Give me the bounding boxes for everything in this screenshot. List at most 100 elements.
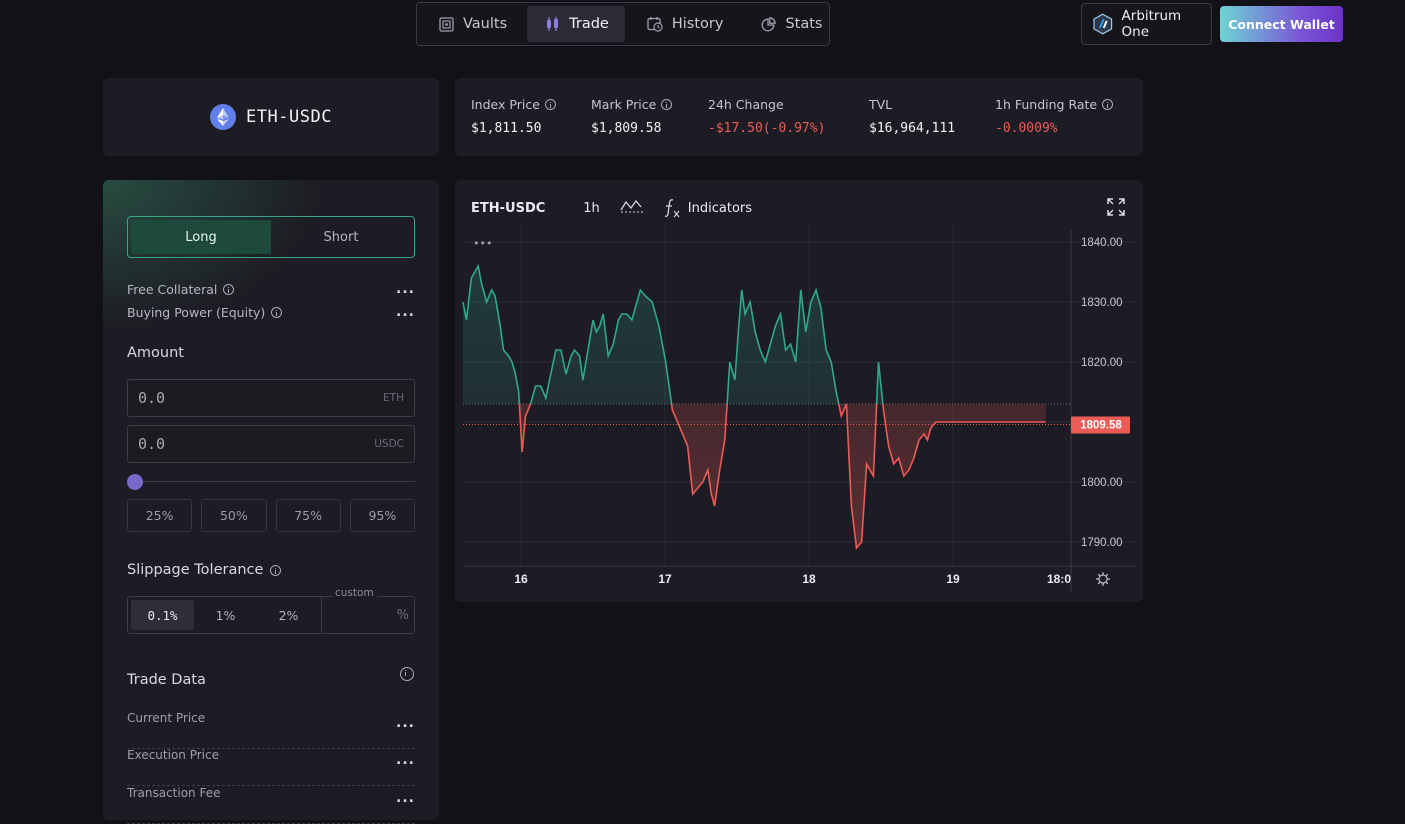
trade-data-label: Execution Price xyxy=(127,748,219,762)
slippage-custom-input[interactable]: % xyxy=(321,596,416,634)
info-icon[interactable] xyxy=(544,99,556,110)
trade-data-info-icon[interactable] xyxy=(400,667,414,681)
candlestick-icon xyxy=(547,17,559,31)
amount-usdc-unit: USDC xyxy=(374,438,404,450)
stat-value: -$17.50(-0.97%) xyxy=(708,121,826,136)
indicators-button[interactable]: Indicators xyxy=(664,198,752,218)
series-line-below xyxy=(518,404,1046,550)
trade-panel: Long Short Free Collateral ... Buying Po… xyxy=(103,180,439,824)
gear-tooth xyxy=(1105,581,1109,585)
info-icon[interactable] xyxy=(1102,99,1114,110)
gear-tooth xyxy=(1097,573,1101,577)
gear-ring xyxy=(1098,574,1108,584)
info-icon[interactable] xyxy=(661,99,673,110)
free-collateral-value: ... xyxy=(396,281,415,297)
pct-95-button[interactable]: 95% xyxy=(349,499,415,532)
line-chart-icon xyxy=(620,199,643,213)
amount-slider-thumb[interactable] xyxy=(127,474,143,490)
slippage-option-2[interactable]: 2% xyxy=(278,607,299,623)
trade-data-value: ... xyxy=(396,752,415,768)
free-collateral-row: Free Collateral xyxy=(127,282,235,297)
y-tick-label: 1840.00 xyxy=(1081,237,1123,249)
x-tick-label: 19 xyxy=(946,572,960,586)
indicators-label: Indicators xyxy=(687,200,753,216)
amount-slider-track[interactable] xyxy=(133,481,415,482)
slippage-custom-unit: % xyxy=(396,607,409,623)
last-price-label: 1809.58 xyxy=(1080,420,1122,432)
slippage-option-1[interactable]: 1% xyxy=(215,607,236,623)
area-fill-below-baseline xyxy=(463,404,1046,548)
tab-stats[interactable]: Stats xyxy=(743,6,838,42)
slippage-title-label: Slippage Tolerance xyxy=(127,562,264,578)
stat-funding-rate: 1h Funding Rate -0.0009% xyxy=(995,97,1114,136)
amount-eth-field[interactable]: ETH xyxy=(127,379,415,417)
x-tick-label: 16 xyxy=(514,572,528,586)
trade-data-row-execution-price: Execution Price ... xyxy=(127,748,415,786)
stat-tvl: TVL $16,964,111 xyxy=(869,97,955,136)
info-icon[interactable] xyxy=(271,307,283,318)
pie-chart-icon xyxy=(762,16,777,31)
fullscreen-icon[interactable] xyxy=(1107,198,1125,216)
stat-value: $1,811.50 xyxy=(471,121,542,136)
history-icon xyxy=(647,17,663,32)
trade-data-label: Current Price xyxy=(127,711,206,725)
tab-history[interactable]: History xyxy=(629,6,740,42)
chart-more-icon[interactable]: ••• xyxy=(473,237,492,250)
y-tick-label: 1790.00 xyxy=(1081,537,1123,549)
stat-value: $1,809.58 xyxy=(591,121,662,136)
amount-eth-unit: ETH xyxy=(383,392,404,404)
chart-interval-button[interactable]: 1h xyxy=(583,200,600,216)
info-icon[interactable] xyxy=(270,564,282,576)
pct-75-button[interactable]: 75% xyxy=(275,499,341,532)
amount-usdc-field[interactable]: USDC xyxy=(127,425,415,463)
pct-50-button[interactable]: 50% xyxy=(201,499,267,532)
slippage-title: Slippage Tolerance xyxy=(127,562,282,578)
tab-trade-label: Trade xyxy=(569,16,609,32)
stat-label: Index Price xyxy=(471,97,540,112)
trade-data-title: Trade Data xyxy=(127,672,206,688)
gear-tooth xyxy=(1097,581,1101,585)
amount-usdc-input[interactable] xyxy=(138,435,375,453)
stat-value: -0.0009% xyxy=(995,121,1058,136)
connect-wallet-button[interactable]: Connect Wallet xyxy=(1220,6,1343,42)
tab-history-label: History xyxy=(671,16,724,32)
short-button[interactable]: Short xyxy=(323,229,359,245)
settings-gear-icon[interactable] xyxy=(1096,572,1110,586)
stat-label: 24h Change xyxy=(708,97,784,112)
stat-value: $16,964,111 xyxy=(869,121,956,136)
tab-stats-label: Stats xyxy=(785,16,823,32)
buying-power-label: Buying Power (Equity) xyxy=(127,305,266,320)
function-icon xyxy=(664,199,680,218)
chart-symbol[interactable]: ETH-USDC xyxy=(471,200,546,216)
chart-type-button[interactable] xyxy=(620,198,644,218)
stat-index-price: Index Price $1,811.50 xyxy=(471,97,556,136)
tab-vaults-label: Vaults xyxy=(463,16,508,32)
top-nav: Vaults Trade History Stats xyxy=(416,2,830,46)
pct-25-button[interactable]: 25% xyxy=(127,499,193,532)
tab-trade[interactable]: Trade xyxy=(527,6,625,42)
area-fill-above-baseline xyxy=(463,266,1046,404)
stat-label: 1h Funding Rate xyxy=(995,97,1098,112)
network-selector-button[interactable]: Arbitrum One xyxy=(1081,3,1212,45)
price-chart[interactable]: 1840.001830.001820.001810.001800.001790.… xyxy=(455,180,1143,602)
series-line-above xyxy=(462,263,884,404)
amount-eth-input[interactable] xyxy=(138,389,384,407)
slippage-option-0-1[interactable]: 0.1% xyxy=(131,600,194,630)
slippage-custom-label: custom xyxy=(332,587,377,599)
side-toggle: Long Short xyxy=(127,216,415,258)
stat-mark-price: Mark Price $1,809.58 xyxy=(591,97,673,136)
long-button[interactable]: Long xyxy=(131,220,271,254)
y-tick-label: 1830.00 xyxy=(1081,297,1123,309)
trade-data-value: ... xyxy=(396,790,415,806)
x-tick-label: 18:0 xyxy=(1047,572,1071,586)
y-tick-label: 1820.00 xyxy=(1081,357,1123,369)
market-stats-card: Index Price $1,811.50 Mark Price $1,809.… xyxy=(455,78,1143,156)
trade-data-row-transaction-fee: Transaction Fee ... xyxy=(127,786,415,824)
arbitrum-icon xyxy=(1093,13,1113,35)
pair-name: ETH-USDC xyxy=(246,107,332,127)
pair-card: ETH-USDC xyxy=(103,78,439,156)
tab-vaults[interactable]: Vaults xyxy=(421,6,523,42)
info-icon[interactable] xyxy=(223,284,235,295)
stat-label: Mark Price xyxy=(591,97,657,112)
buying-power-value: ... xyxy=(396,304,415,320)
